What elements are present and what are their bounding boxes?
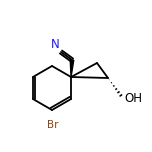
Polygon shape <box>70 60 74 77</box>
Text: Br: Br <box>47 120 59 130</box>
Text: OH: OH <box>124 92 142 105</box>
Text: N: N <box>51 38 60 51</box>
